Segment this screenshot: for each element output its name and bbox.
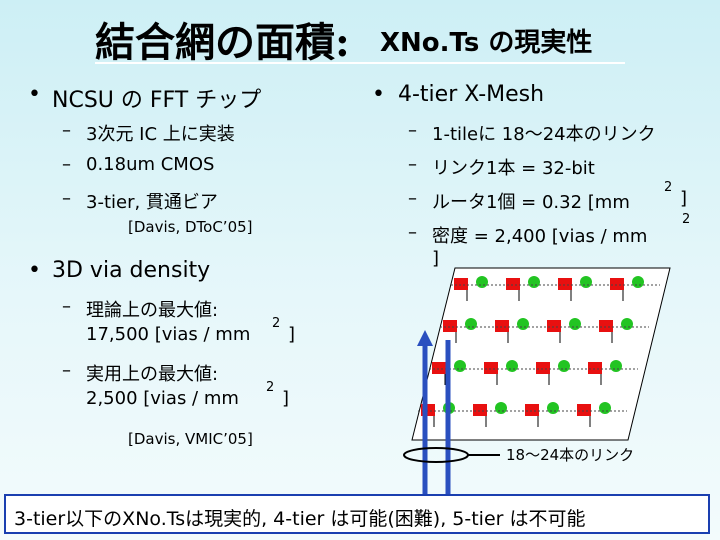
dash: – [62, 154, 71, 175]
item: リンク1本 = 32-bit [432, 158, 595, 179]
superscript: 2 [266, 380, 275, 395]
core [569, 318, 581, 330]
core [454, 360, 466, 372]
item: 3次元 IC 上に実装 [86, 124, 235, 145]
bracket: ] [680, 188, 688, 209]
item-label: 実用上の最大値: [86, 364, 219, 385]
dash: – [408, 188, 417, 209]
bullet: NCSU の FFT チップ [52, 88, 262, 113]
bracket: ] [288, 324, 296, 345]
router [473, 404, 487, 416]
bracket: ] [432, 248, 440, 269]
core [558, 360, 570, 372]
item: 0.18um CMOS [86, 154, 215, 175]
dash: – [62, 188, 71, 209]
bullet: 3D via density [52, 258, 211, 283]
router [558, 278, 572, 290]
link-ring [403, 447, 469, 463]
tier-plane [411, 267, 671, 441]
router [506, 278, 520, 290]
item: 密度 = 2,400 [vias / mm [432, 226, 648, 247]
core [599, 402, 611, 414]
superscript: 2 [664, 180, 673, 195]
router [525, 404, 539, 416]
router [547, 320, 561, 332]
router [443, 320, 457, 332]
dash: – [408, 222, 417, 243]
core [517, 318, 529, 330]
item: 3-tier, 貫通ビア [86, 192, 218, 213]
conclusion: 3-tier以下のXNo.Tsは現実的, 4-tier は可能(困難), 5-t… [14, 508, 586, 530]
bullet-dot: • [28, 258, 41, 283]
item-label: 理論上の最大値: [86, 300, 219, 321]
title-main: 結合網の面積: [95, 19, 350, 66]
dash: – [408, 120, 417, 141]
title-rule [95, 62, 625, 64]
diagram-label: 18～24本のリンク [506, 446, 635, 464]
router [484, 362, 498, 374]
arrow-head [417, 330, 433, 346]
router [599, 320, 613, 332]
core [632, 276, 644, 288]
item: 1-tileに 18～24本のリンク [432, 124, 656, 145]
router [536, 362, 550, 374]
dash: – [408, 154, 417, 175]
bullet-dot: • [28, 82, 41, 107]
dash: – [62, 120, 71, 141]
citation: [Davis, VMIC’05] [128, 430, 253, 448]
superscript: 2 [682, 212, 691, 227]
router [454, 278, 468, 290]
router [588, 362, 602, 374]
core [528, 276, 540, 288]
core [580, 276, 592, 288]
bullet: 4-tier X-Mesh [398, 82, 545, 107]
conclusion-box [4, 494, 710, 534]
router [495, 320, 509, 332]
core [610, 360, 622, 372]
core [465, 318, 477, 330]
item-value: 2,500 [vias / mm [86, 388, 239, 409]
dash: – [62, 296, 71, 317]
bullet-dot: • [372, 82, 385, 107]
core [621, 318, 633, 330]
router [432, 362, 446, 374]
item: ルータ1個 = 0.32 [mm [432, 192, 630, 213]
title-sub: XNo.Ts の現実性 [380, 28, 593, 58]
core [547, 402, 559, 414]
core [476, 276, 488, 288]
citation: [Davis, DToC’05] [128, 218, 253, 236]
dash: – [62, 360, 71, 381]
router [610, 278, 624, 290]
core [495, 402, 507, 414]
item-value: 17,500 [vias / mm [86, 324, 251, 345]
bracket: ] [282, 388, 290, 409]
superscript: 2 [272, 316, 281, 331]
router [577, 404, 591, 416]
core [506, 360, 518, 372]
